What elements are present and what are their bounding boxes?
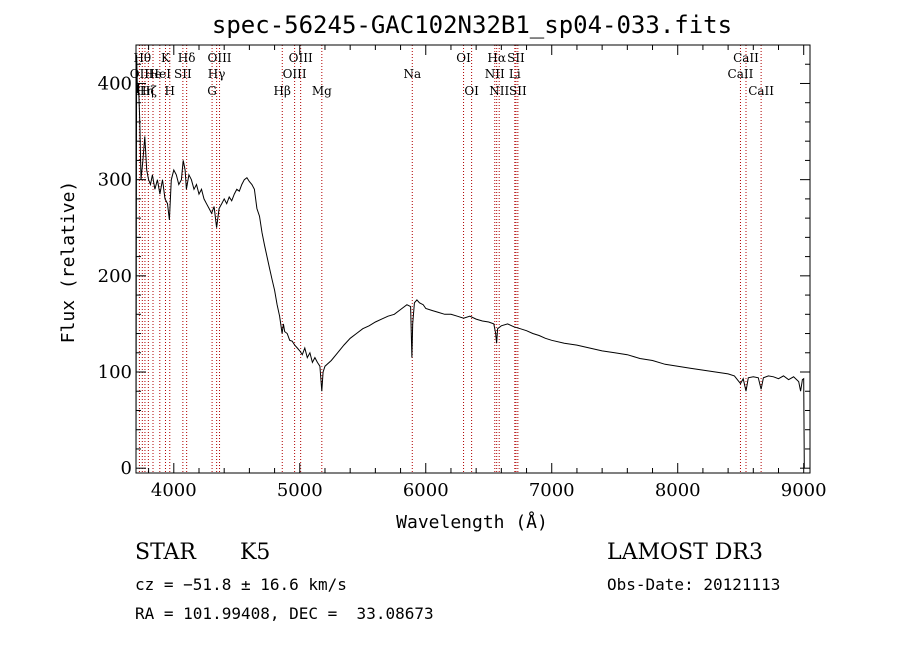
survey-name: LAMOST DR3 xyxy=(607,540,763,565)
spectral-line-label: NII xyxy=(489,84,509,98)
spectral-line-label: G xyxy=(207,84,217,98)
redshift-velocity: cz = −51.8 ± 16.6 km/s xyxy=(135,575,347,594)
coordinates: RA = 101.99408, DEC = 33.08673 xyxy=(135,604,434,623)
x-tick-label: 5000 xyxy=(277,480,323,501)
x-axis-label: Wavelength (Å) xyxy=(396,511,548,533)
spectral-line-label: Na xyxy=(403,67,421,81)
y-tick-label: 0 xyxy=(121,458,132,479)
y-tick-label: 400 xyxy=(98,73,132,94)
x-tick-label: 9000 xyxy=(781,480,827,501)
spectral-line-label: OIII xyxy=(207,51,231,65)
spectral-line-label: OIII xyxy=(283,67,307,81)
chart-title: spec-56245-GAC102N32B1_sp04-033.fits xyxy=(212,11,732,39)
spectral-line-label: He xyxy=(144,67,162,81)
spectral-line-label: CaII xyxy=(728,67,754,81)
spectral-line-label: Hη xyxy=(136,84,154,98)
y-axis-label: Flux (relative) xyxy=(58,181,79,344)
spectral-line-label: OI xyxy=(456,51,471,65)
spectral-line-label: OII xyxy=(130,67,150,81)
spectral-line-label: Hβ xyxy=(274,84,291,98)
spectral-line-label: OI xyxy=(464,84,479,98)
spectral-line-label: Hγ xyxy=(208,67,226,81)
spectral-line-label: H xyxy=(165,84,175,98)
spectral-line-label: CaII xyxy=(748,84,774,98)
y-tick-label: 200 xyxy=(98,266,132,287)
spectral-line-label: Hζ xyxy=(140,84,157,98)
spectral-line-label: Mg xyxy=(312,84,332,98)
spectrum-line xyxy=(135,54,805,469)
spectral-line-label: Hα xyxy=(487,51,506,65)
spectral-line-label: Hδ xyxy=(178,51,196,65)
spectral-line-label: Hθ xyxy=(133,51,151,65)
object-subclass: K5 xyxy=(240,540,271,565)
spectral-line-label: SII xyxy=(507,51,525,65)
spectral-line-label: OIII xyxy=(289,51,313,65)
spectral-line-label: SII xyxy=(174,67,192,81)
y-tick-label: 100 xyxy=(98,362,132,383)
observation-date: Obs-Date: 20121113 xyxy=(607,575,781,594)
x-tick-label: 6000 xyxy=(403,480,449,501)
axis-ticks: 4000 5000 6000 7000 8000 9000 0 100 200 300 400 xyxy=(98,45,827,501)
spectral-line-label: SII xyxy=(509,84,527,98)
x-tick-label: 4000 xyxy=(151,480,197,501)
spectral-line-label: Li xyxy=(509,67,521,81)
spectral-line-label: CaII xyxy=(733,51,759,65)
spectral-line-label: K xyxy=(161,51,171,65)
x-tick-label: 7000 xyxy=(529,480,575,501)
x-tick-label: 8000 xyxy=(655,480,701,501)
spectral-line-label: NII xyxy=(485,67,505,81)
y-tick-label: 300 xyxy=(98,170,132,191)
plot-frame xyxy=(135,44,811,474)
object-class: STAR xyxy=(135,540,196,565)
spectral-line-label: HeI xyxy=(149,67,172,81)
spectral-line-markers xyxy=(138,45,762,473)
